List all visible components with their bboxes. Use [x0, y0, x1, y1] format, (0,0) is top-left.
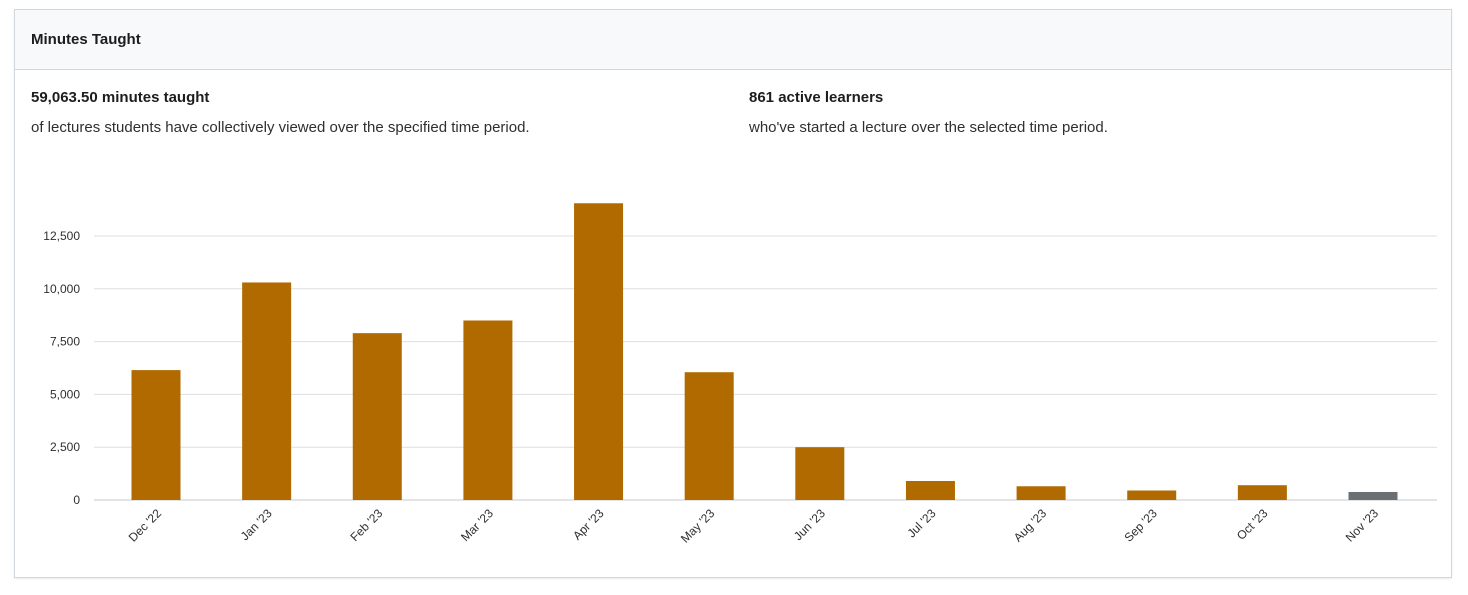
active-learners-value: 861 active learners	[749, 89, 884, 106]
minutes-taught-bar-chart: 0 2,500 5,000 7,500 10,000 12,500 Dec '22 Jan '…	[43, 203, 1437, 546]
minutes-taught-stat: 59,063.50 minutes taught of lectures stu…	[31, 89, 530, 137]
bar-jul-23[interactable]	[905, 480, 955, 500]
y-tick-label: 10,000	[43, 282, 80, 296]
x-tick-label: Feb '23	[347, 506, 385, 544]
x-tick-label: Mar '23	[458, 506, 496, 544]
minutes-taught-card: Minutes Taught 59,063.50 minutes taught …	[14, 9, 1452, 578]
card-header: Minutes Taught	[15, 10, 1451, 70]
y-tick-label: 7,500	[50, 335, 80, 349]
x-tick-label: Apr '23	[570, 506, 607, 543]
x-tick-label: Jul '23	[904, 506, 938, 540]
y-tick-label: 5,000	[50, 387, 80, 401]
bar-jan-23[interactable]	[242, 282, 292, 500]
x-tick-label: Dec '22	[126, 506, 165, 545]
x-tick-label: Jan '23	[238, 506, 275, 543]
bar-aug-23[interactable]	[1016, 486, 1066, 500]
y-tick-label: 2,500	[50, 440, 80, 454]
x-tick-label: Sep '23	[1121, 506, 1160, 545]
bar-feb-23[interactable]	[352, 333, 402, 500]
x-tick-label: Aug '23	[1011, 506, 1050, 545]
minutes-taught-description: of lectures students have collectively v…	[31, 119, 530, 136]
minutes-taught-value: 59,063.50 minutes taught	[31, 89, 210, 106]
active-learners-description: who've started a lecture over the select…	[749, 119, 1108, 136]
x-tick-label: Jun '23	[791, 506, 828, 543]
y-tick-label: 0	[73, 493, 80, 507]
active-learners-stat: 861 active learners who've started a lec…	[749, 89, 1108, 137]
card-title: Minutes Taught	[31, 31, 141, 48]
bar-oct-23[interactable]	[1237, 485, 1287, 500]
bar-dec-22[interactable]	[131, 370, 181, 500]
bar-apr-23[interactable]	[574, 203, 624, 500]
bar-jun-23[interactable]	[795, 447, 845, 500]
bar-sep-23[interactable]	[1127, 490, 1177, 500]
bar-mar-23[interactable]	[463, 320, 513, 500]
x-tick-label: Nov '23	[1343, 506, 1382, 545]
y-tick-label: 12,500	[43, 229, 80, 243]
bar-nov-23[interactable]	[1348, 491, 1398, 500]
bar-may-23[interactable]	[684, 372, 734, 500]
x-tick-label: Oct '23	[1234, 506, 1271, 543]
x-tick-label: May '23	[678, 506, 718, 546]
